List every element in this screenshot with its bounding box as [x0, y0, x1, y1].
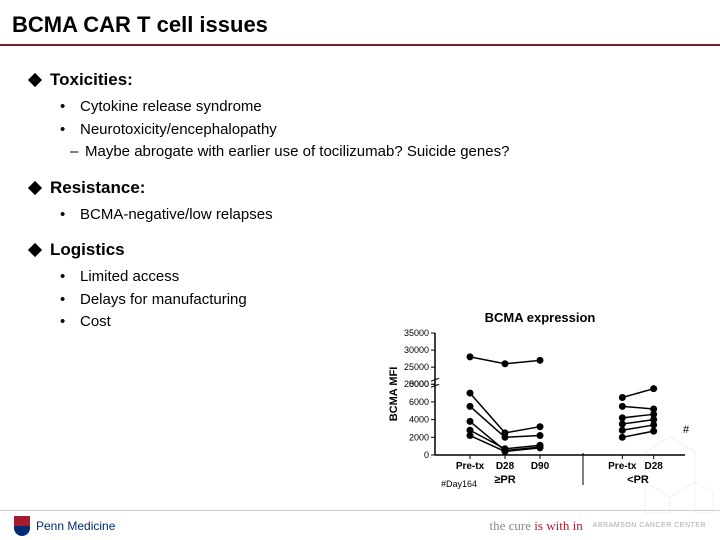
penn-text: Penn Medicine [36, 519, 115, 533]
section-toxicities: Toxicities: [30, 70, 700, 90]
bullet-item: Cytokine release syndrome [60, 96, 700, 119]
bullet-item: BCMA-negative/low relapses [60, 204, 700, 227]
cure-logo-group: the cure is with in ABRAMSON CANCER CENT… [490, 518, 706, 534]
svg-text:BCMA MFI: BCMA MFI [388, 367, 400, 422]
section-heading: Resistance: [50, 178, 145, 198]
cure-logo: the cure is with in [490, 518, 583, 534]
penn-medicine-logo: Penn Medicine [14, 516, 115, 536]
footer: Penn Medicine the cure is with in ABRAMS… [0, 510, 720, 540]
svg-text:2000: 2000 [409, 432, 429, 442]
svg-text:35000: 35000 [404, 329, 429, 338]
chart-svg: 0200040006000800020000250003000035000BCM… [385, 329, 695, 489]
svg-text:#Day164: #Day164 [441, 479, 477, 489]
cure-pre: the cure [490, 518, 535, 533]
bullet-item: Neurotoxicity/encephalopathy [60, 119, 700, 142]
section-resistance: Resistance: [30, 178, 700, 198]
cure-em: is with in [534, 518, 582, 533]
sub-bullet-item: Maybe abrogate with earlier use of tocil… [30, 141, 700, 164]
abramson-text: ABRAMSON CANCER CENTER [593, 522, 706, 529]
svg-text:20000: 20000 [404, 379, 429, 389]
svg-text:<PR: <PR [627, 474, 649, 486]
svg-text:25000: 25000 [404, 362, 429, 372]
section-heading: Logistics [50, 240, 125, 260]
svg-text:4000: 4000 [409, 415, 429, 425]
svg-text:30000: 30000 [404, 345, 429, 355]
chart-title: BCMA expression [385, 310, 695, 325]
slide-title: BCMA CAR T cell issues [0, 0, 720, 46]
bcma-expression-chart: BCMA expression 020004000600080002000025… [385, 310, 695, 490]
svg-text:#: # [683, 424, 690, 436]
bullet-item: Delays for manufacturing [60, 289, 700, 312]
bullet-list: Cytokine release syndrome Neurotoxicity/… [30, 96, 700, 141]
penn-shield-icon [14, 516, 30, 536]
diamond-bullet-icon [28, 73, 42, 87]
svg-text:≥PR: ≥PR [494, 474, 515, 486]
diamond-bullet-icon [28, 180, 42, 194]
svg-text:D28: D28 [496, 461, 515, 472]
svg-text:Pre-tx: Pre-tx [456, 461, 485, 472]
content-area: Toxicities: Cytokine release syndrome Ne… [0, 46, 720, 334]
bullet-list: BCMA-negative/low relapses [30, 204, 700, 227]
section-heading: Toxicities: [50, 70, 133, 90]
bullet-item: Limited access [60, 266, 700, 289]
svg-text:0: 0 [424, 450, 429, 460]
section-logistics: Logistics [30, 240, 700, 260]
svg-text:6000: 6000 [409, 397, 429, 407]
svg-text:Pre-tx: Pre-tx [608, 461, 637, 472]
diamond-bullet-icon [28, 243, 42, 257]
svg-text:D28: D28 [644, 461, 663, 472]
svg-text:D90: D90 [531, 461, 550, 472]
